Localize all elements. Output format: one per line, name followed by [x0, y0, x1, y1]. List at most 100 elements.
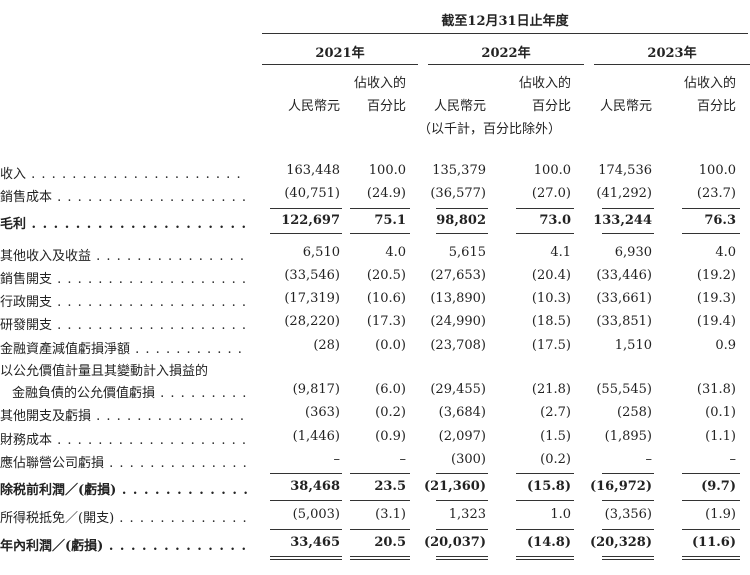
year-2021: 2021年	[315, 46, 365, 61]
table-cell: (9,817)	[292, 382, 340, 397]
row-label: 年內利潤／(虧損) . . . . . . . . . . . . . . . …	[0, 535, 247, 554]
table-cell: (6.0)	[375, 382, 406, 397]
leader-dots: . . . . . . . . . . . . . . . . . . . . …	[135, 342, 247, 357]
table-cell: 20.5	[374, 535, 406, 550]
row-label: 應佔聯營公司虧損 . . . . . . . . . . . . . . . .…	[0, 452, 247, 471]
col-amount-2022: 人民幣元	[433, 99, 486, 114]
row-label-text: 所得税抵免／(開支)	[0, 511, 115, 526]
figure-rule	[602, 500, 654, 501]
figure-rule	[516, 559, 574, 560]
row-label: 所得税抵免／(開支) . . . . . . . . . . . . . . .…	[0, 507, 247, 526]
table-cell: (2.7)	[540, 405, 571, 420]
table-cell: 1,510	[614, 338, 652, 353]
table-cell: –	[399, 452, 407, 467]
figure-rule	[350, 556, 410, 557]
table-cell: (10.6)	[366, 291, 406, 306]
row-label-text: 行政開支	[0, 295, 53, 310]
table-cell: (21,360)	[423, 479, 486, 494]
leader-dots: . . . . . . . . . . . . . . . . . . . . …	[31, 167, 247, 182]
table-cell: (5,003)	[292, 507, 340, 522]
year-2022: 2022年	[481, 46, 531, 61]
figure-rule	[682, 556, 740, 557]
table-cell: (3,356)	[604, 507, 652, 522]
table-cell: (19.4)	[696, 314, 736, 329]
row-label-text: 其他收入及收益	[0, 249, 92, 264]
table-cell: (16,972)	[589, 479, 652, 494]
row-label-text: 應佔聯營公司虧損	[0, 456, 105, 471]
table-cell: 100.0	[368, 163, 406, 178]
table-cell: (20,328)	[589, 535, 652, 550]
table-cell: 23.5	[374, 479, 406, 494]
table-cell: (13,890)	[430, 291, 486, 306]
table-cell: (41,292)	[596, 186, 652, 201]
table-cell: (21.8)	[531, 382, 571, 397]
figure-rule	[270, 473, 342, 474]
table-cell: (17,319)	[284, 291, 340, 306]
table-cell: 174,536	[598, 163, 652, 178]
row-label: 毛利 . . . . . . . . . . . . . . . . . . .…	[0, 213, 247, 232]
table-cell: 1,323	[448, 507, 486, 522]
figure-rule	[270, 529, 342, 530]
figure-rule	[516, 233, 574, 234]
table-cell: (19.2)	[696, 268, 736, 283]
table-cell: (40,751)	[284, 186, 340, 201]
table-cell: (1.5)	[540, 429, 571, 444]
table-cell: (363)	[305, 405, 340, 420]
table-cell: 4.0	[715, 245, 736, 260]
figure-rule	[602, 233, 654, 234]
row-label: 金融負債的公允價值虧損 . . . . . . . . . . . . . . …	[0, 382, 247, 401]
leader-dots: . . . . . . . . . . . . . . . . . . . . …	[160, 386, 247, 401]
table-cell: (1.1)	[705, 429, 736, 444]
figure-rule	[602, 529, 654, 530]
figure-rule	[516, 556, 574, 557]
table-cell: 98,802	[436, 213, 486, 228]
row-label: 金融資產減值虧損淨額 . . . . . . . . . . . . . . .…	[0, 338, 247, 357]
row-label-text: 金融資產減值虧損淨額	[0, 342, 131, 357]
col-percent-2021-line2: 百分比	[366, 99, 406, 114]
leader-dots: . . . . . . . . . . . . . . . . . . . . …	[57, 433, 247, 448]
figure-rule	[350, 233, 410, 234]
table-cell: (33,546)	[284, 268, 340, 283]
table-cell: (31.8)	[696, 382, 736, 397]
figure-rule	[270, 500, 342, 501]
table-cell: 100.0	[698, 163, 736, 178]
row-label-text: 其他開支及虧損	[0, 409, 92, 424]
table-cell: (24,990)	[430, 314, 486, 329]
table-cell: 6,930	[614, 245, 652, 260]
figure-rule	[682, 529, 740, 530]
table-cell: (258)	[617, 405, 652, 420]
table-cell: (1,446)	[292, 429, 340, 444]
table-cell: –	[729, 452, 737, 467]
table-cell: (28,220)	[284, 314, 340, 329]
row-label-text: 銷售開支	[0, 272, 53, 287]
table-cell: (33,661)	[596, 291, 652, 306]
table-cell: (1,895)	[604, 429, 652, 444]
table-cell: (0.2)	[375, 405, 406, 420]
table-cell: (27,653)	[430, 268, 486, 283]
figure-rule	[270, 233, 342, 234]
table-cell: (29,455)	[430, 382, 486, 397]
figure-rule	[436, 473, 488, 474]
col-percent-2022-line1: 佔收入的	[518, 76, 571, 91]
figure-rule	[270, 208, 342, 209]
table-cell: 4.0	[385, 245, 406, 260]
row-label: 行政開支 . . . . . . . . . . . . . . . . . .…	[0, 291, 247, 310]
leader-dots: . . . . . . . . . . . . . . . . . . . . …	[121, 483, 247, 498]
figure-rule	[436, 529, 488, 530]
row-label: 以公允價值計量且其變動計入損益的	[0, 360, 247, 379]
year-underline-2023	[594, 64, 750, 65]
table-cell: 38,468	[290, 479, 340, 494]
leader-dots: . . . . . . . . . . . . . . . . . . . . …	[57, 318, 247, 333]
figure-rule	[682, 473, 740, 474]
figure-rule	[516, 473, 574, 474]
col-amount-2023: 人民幣元	[599, 99, 652, 114]
table-cell: –	[645, 452, 653, 467]
leader-dots: . . . . . . . . . . . . . . . . . . . . …	[57, 295, 247, 310]
leader-dots: . . . . . . . . . . . . . . . . . . . . …	[96, 409, 247, 424]
figure-rule	[436, 208, 488, 209]
year-underline-2021	[262, 64, 418, 65]
year-underline-2022	[428, 64, 584, 65]
table-cell: –	[333, 452, 341, 467]
table-cell: (3.1)	[375, 507, 406, 522]
table-cell: (33,851)	[596, 314, 652, 329]
